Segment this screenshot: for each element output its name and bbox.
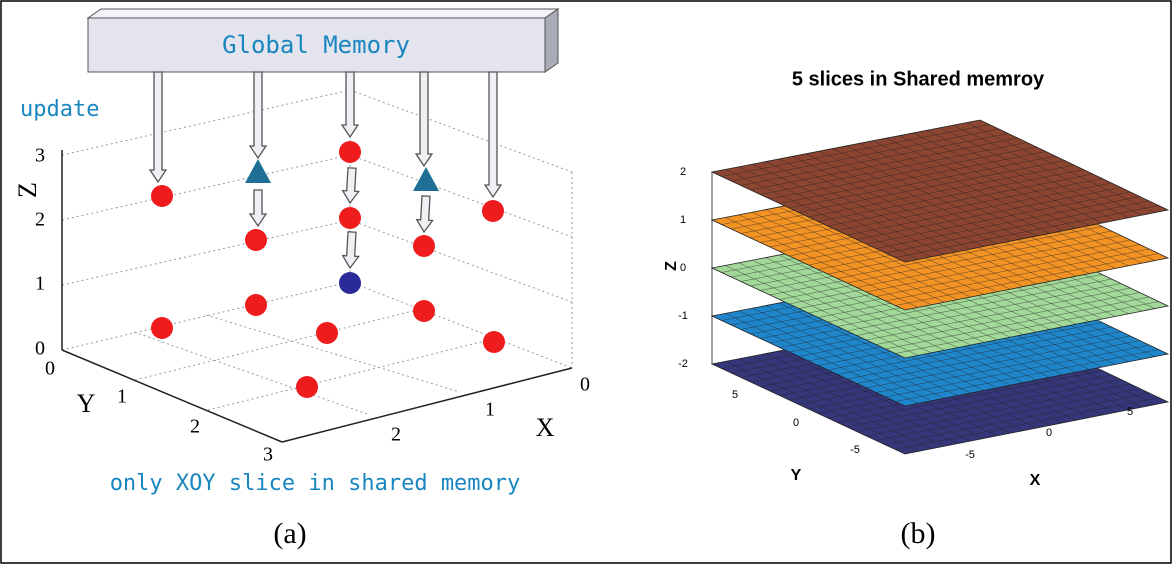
panel-title: 5 slices in Shared memroy: [792, 68, 1045, 90]
red-point: [316, 322, 338, 344]
y-tick-label: -5: [850, 444, 860, 456]
z-tick-label: 2: [680, 166, 686, 178]
x-axis-label: X: [536, 413, 555, 442]
panel-label: (b): [901, 517, 936, 550]
x-axis-label: X: [1030, 472, 1041, 489]
y-tick-label: 5: [732, 389, 738, 401]
y-tick-label: 1: [117, 386, 127, 408]
panel-label: (a): [273, 517, 306, 550]
z-tick-label: -1: [678, 310, 688, 322]
global-memory-block: Global Memory: [88, 9, 558, 72]
z-tick-label: 0: [680, 262, 686, 274]
red-point: [151, 185, 173, 207]
red-point: [483, 331, 505, 353]
y-axis-label: Y: [791, 467, 802, 484]
z-tick-label: -2: [678, 358, 688, 370]
update-label: update: [20, 97, 99, 122]
red-point: [245, 229, 267, 251]
z-tick-label: 2: [35, 209, 45, 231]
x-tick-label: -5: [965, 449, 975, 461]
red-point: [339, 207, 361, 229]
z-axis-label: Z: [663, 261, 680, 271]
z-tick-label: 0: [35, 338, 45, 360]
caption-text: only XOY slice in shared memory: [110, 471, 521, 496]
red-point: [413, 235, 435, 257]
red-point: [245, 294, 267, 316]
z-tick-label: 1: [35, 273, 45, 295]
z-axis-label: Z: [13, 182, 42, 198]
z-tick-label: 1: [680, 214, 686, 226]
red-point: [339, 141, 361, 163]
x-tick-label: 0: [580, 374, 590, 396]
z-tick-label: 3: [35, 145, 45, 167]
red-point: [413, 300, 435, 322]
y-axis-label: Y: [77, 389, 96, 418]
red-point: [151, 317, 173, 339]
x-tick-label: 1: [485, 399, 495, 421]
blue-point: [339, 272, 361, 294]
y-tick-label: 2: [190, 416, 200, 438]
figure: Global Memory update 0 1 2 3 Z 0 1 2 3 Y…: [0, 0, 1172, 564]
y-tick-label: 0: [45, 358, 55, 380]
x-tick-label: 0: [1046, 427, 1052, 439]
red-point: [482, 200, 504, 222]
y-tick-label: 0: [793, 417, 799, 429]
x-tick-label: 5: [1127, 406, 1133, 418]
red-point: [296, 376, 318, 398]
y-tick-label: 3: [263, 444, 273, 466]
block-label: Global Memory: [222, 31, 410, 59]
x-tick-label: 2: [391, 424, 401, 446]
